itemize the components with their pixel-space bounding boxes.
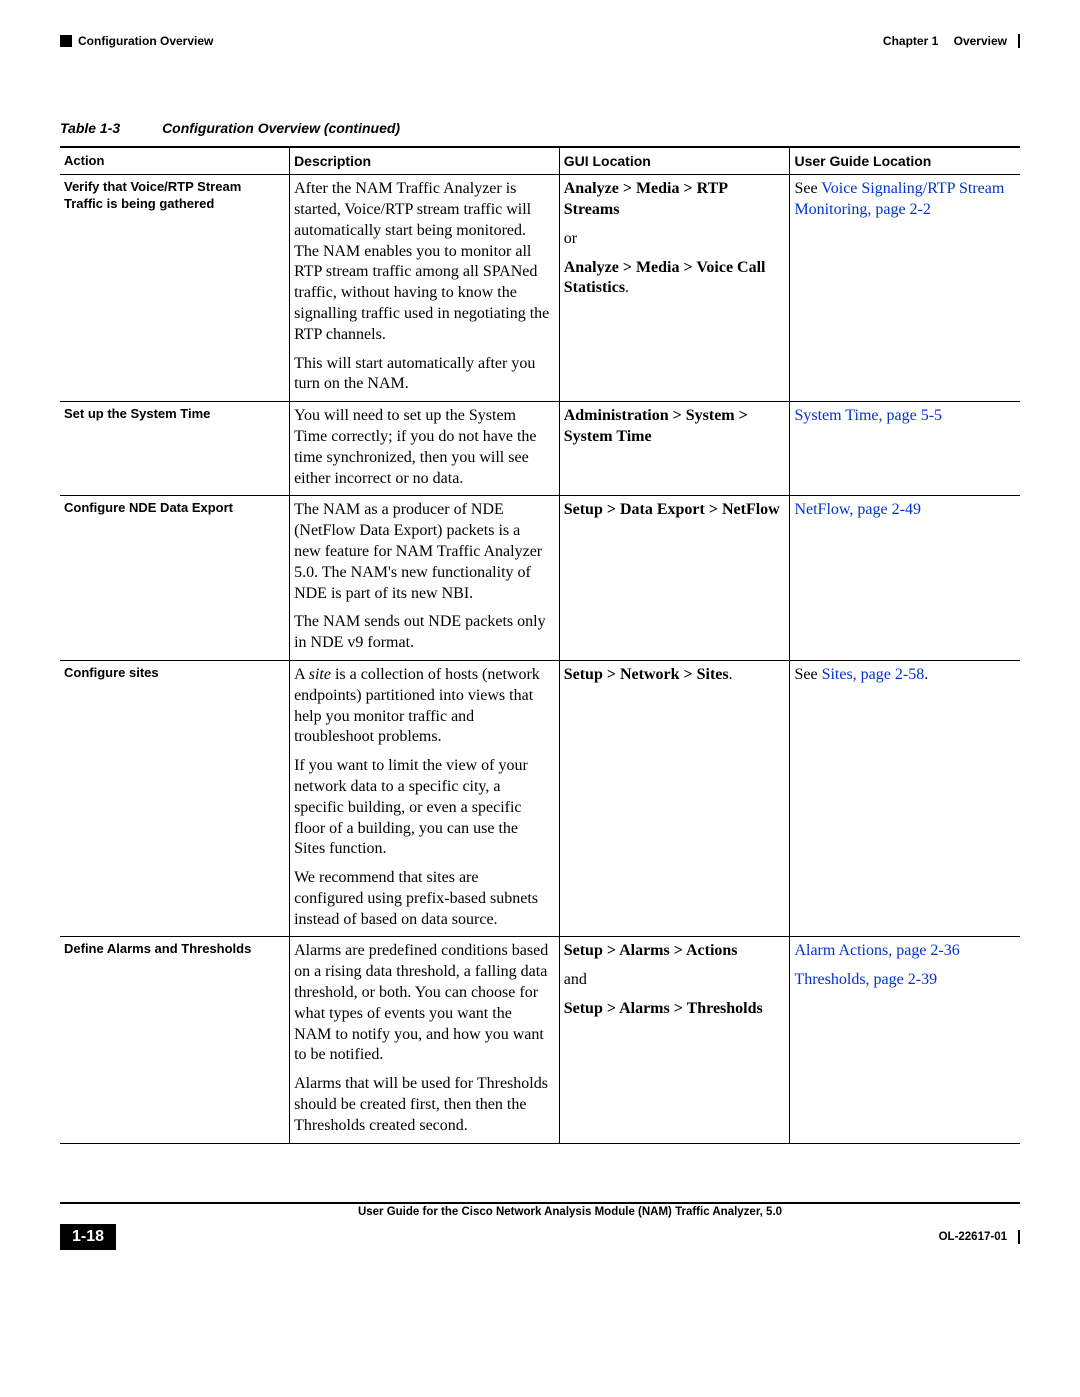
gui-path: Administration > System > System Time xyxy=(564,407,748,445)
gui-path: Analyze > Media > Voice Call Statistics xyxy=(564,259,766,297)
user-guide-cell: System Time, page 5-5 xyxy=(790,402,1020,496)
desc-para: You will need to set up the System Time … xyxy=(294,406,551,489)
xref-link[interactable]: Alarm Actions, page 2-36 xyxy=(794,942,959,959)
gui-path: Analyze > Media > RTP Streams xyxy=(564,180,727,218)
gui-path: Setup > Data Export > NetFlow xyxy=(564,501,780,518)
xref-link[interactable]: Voice Signaling/RTP Stream Monitoring, p… xyxy=(794,180,1004,218)
gui-and: and xyxy=(564,970,782,991)
gui-path: Setup > Network > Sites xyxy=(564,666,729,683)
italic-term: site xyxy=(309,666,331,683)
desc-para: Alarms that will be used for Thresholds … xyxy=(294,1074,551,1136)
col-action: Action xyxy=(60,147,290,175)
table-caption-text: Configuration Overview (continued) xyxy=(162,120,400,136)
gui-path: Setup > Alarms > Thresholds xyxy=(564,1000,763,1017)
col-user-guide: User Guide Location xyxy=(790,147,1020,175)
footer-title: User Guide for the Cisco Network Analysi… xyxy=(60,1206,1020,1218)
desc-para: We recommend that sites are configured u… xyxy=(294,868,551,930)
gui-location-cell: Administration > System > System Time xyxy=(559,402,790,496)
description-cell: Alarms are predefined conditions based o… xyxy=(290,937,560,1143)
col-description: Description xyxy=(290,147,560,175)
page-header: Configuration Overview Chapter 1 Overvie… xyxy=(60,34,1020,48)
col-gui-location: GUI Location xyxy=(559,147,790,175)
user-guide-cell: See Sites, page 2-58. xyxy=(790,660,1020,937)
gui-location-cell: Setup > Network > Sites. xyxy=(559,660,790,937)
chapter-number: Chapter 1 xyxy=(883,34,938,48)
description-cell: You will need to set up the System Time … xyxy=(290,402,560,496)
user-pre: See xyxy=(794,180,821,197)
gui-location-cell: Setup > Alarms > Actions and Setup > Ala… xyxy=(559,937,790,1143)
table-caption: Table 1-3 Configuration Overview (contin… xyxy=(60,120,1020,136)
gui-or: or xyxy=(564,229,782,250)
user-tail: . xyxy=(924,666,928,683)
table-row: Verify that Voice/RTP Stream Traffic is … xyxy=(60,175,1020,402)
xref-link[interactable]: NetFlow, page 2-49 xyxy=(794,501,921,518)
desc-para: After the NAM Traffic Analyzer is starte… xyxy=(294,179,551,345)
user-guide-cell: Alarm Actions, page 2-36 Thresholds, pag… xyxy=(790,937,1020,1143)
action-cell: Define Alarms and Thresholds xyxy=(60,937,290,1143)
desc-para: This will start automatically after you … xyxy=(294,354,551,396)
header-square-icon xyxy=(60,35,72,47)
gui-tail: . xyxy=(729,666,733,683)
user-pre: See xyxy=(794,666,821,683)
footer-bar-icon xyxy=(1017,1230,1020,1244)
desc-para: The NAM sends out NDE packets only in ND… xyxy=(294,612,551,654)
gui-location-cell: Setup > Data Export > NetFlow xyxy=(559,496,790,661)
table-row: Configure NDE Data Export The NAM as a p… xyxy=(60,496,1020,661)
action-cell: Verify that Voice/RTP Stream Traffic is … xyxy=(60,175,290,402)
xref-link[interactable]: Thresholds, page 2-39 xyxy=(794,971,937,988)
gui-path: Setup > Alarms > Actions xyxy=(564,942,738,959)
header-right: Chapter 1 Overview xyxy=(883,34,1020,48)
gui-tail: . xyxy=(625,279,629,296)
action-cell: Set up the System Time xyxy=(60,402,290,496)
table-row: Define Alarms and Thresholds Alarms are … xyxy=(60,937,1020,1143)
action-cell: Configure NDE Data Export xyxy=(60,496,290,661)
gui-location-cell: Analyze > Media > RTP Streams or Analyze… xyxy=(559,175,790,402)
header-bar-icon xyxy=(1017,34,1020,48)
user-guide-cell: NetFlow, page 2-49 xyxy=(790,496,1020,661)
description-cell: The NAM as a producer of NDE (NetFlow Da… xyxy=(290,496,560,661)
xref-link[interactable]: Sites, page 2-58 xyxy=(822,666,925,683)
table-label: Table 1-3 xyxy=(60,120,120,136)
header-left: Configuration Overview xyxy=(60,34,213,48)
desc-para: If you want to limit the view of your ne… xyxy=(294,756,551,860)
xref-link[interactable]: System Time, page 5-5 xyxy=(794,407,942,424)
table-row: Set up the System Time You will need to … xyxy=(60,402,1020,496)
page-number: 1-18 xyxy=(60,1224,116,1250)
page-footer: User Guide for the Cisco Network Analysi… xyxy=(60,1202,1020,1250)
config-overview-table: Action Description GUI Location User Gui… xyxy=(60,146,1020,1144)
table-row: Configure sites A site is a collection o… xyxy=(60,660,1020,937)
user-guide-cell: See Voice Signaling/RTP Stream Monitorin… xyxy=(790,175,1020,402)
chapter-title: Overview xyxy=(954,34,1007,48)
action-cell: Configure sites xyxy=(60,660,290,937)
section-title: Configuration Overview xyxy=(78,34,213,48)
description-cell: After the NAM Traffic Analyzer is starte… xyxy=(290,175,560,402)
desc-para: The NAM as a producer of NDE (NetFlow Da… xyxy=(294,500,551,604)
desc-para: A site is a collection of hosts (network… xyxy=(294,665,551,748)
description-cell: A site is a collection of hosts (network… xyxy=(290,660,560,937)
desc-para: Alarms are predefined conditions based o… xyxy=(294,941,551,1066)
doc-number: OL-22617-01 xyxy=(939,1230,1020,1244)
